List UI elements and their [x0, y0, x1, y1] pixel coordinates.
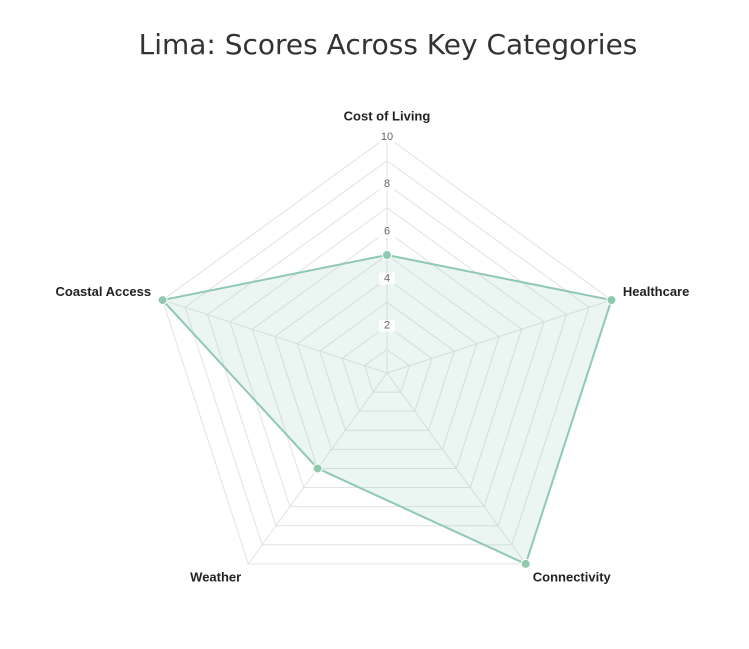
- tick-label-bg: [379, 131, 395, 143]
- tick-label: 8: [384, 178, 390, 190]
- tick-label-bg: [379, 272, 395, 285]
- axis-label: Coastal Access: [55, 284, 151, 299]
- data-point: [157, 295, 168, 306]
- tick-label-bg: [379, 178, 395, 191]
- tick-label: 2: [384, 320, 390, 332]
- axis-label: Healthcare: [623, 284, 689, 299]
- chart-title: Lima: Scores Across Key Categories: [138, 28, 638, 61]
- grid-ring: [319, 301, 455, 431]
- tick-label: 6: [384, 225, 390, 237]
- data-point: [382, 250, 392, 260]
- spoke-line: [386, 299, 612, 374]
- axis-label: Cost of Living: [344, 108, 431, 123]
- grid-ring: [161, 136, 613, 565]
- tick-label: 10: [381, 131, 393, 143]
- data-point: [520, 558, 531, 569]
- data-point: [312, 463, 323, 474]
- radial-ticks: 2 4 6 8 10: [379, 131, 395, 332]
- axis-labels: Cost of Living Healthcare Connectivity Weat…: [55, 108, 689, 584]
- series-area: [161, 254, 613, 565]
- grid-ring: [363, 348, 411, 393]
- axis-label: Connectivity: [533, 569, 612, 584]
- grid-ring: [206, 183, 568, 527]
- grid-ring: [341, 325, 433, 412]
- tick-label-bg: [379, 319, 395, 332]
- axis-label: Weather: [190, 569, 241, 584]
- radar-grid: [161, 136, 613, 565]
- grid-ring: [229, 207, 545, 508]
- grid-ring: [296, 277, 478, 450]
- data-point: [606, 295, 617, 306]
- radar-series: [157, 250, 617, 569]
- tick-label-bg: [379, 225, 395, 238]
- tick-label: 4: [384, 273, 390, 285]
- spoke-line: [386, 372, 527, 565]
- grid-ring: [251, 230, 523, 489]
- grid-ring: [184, 159, 590, 546]
- spoke-line: [162, 299, 388, 374]
- grid-ring: [274, 254, 500, 469]
